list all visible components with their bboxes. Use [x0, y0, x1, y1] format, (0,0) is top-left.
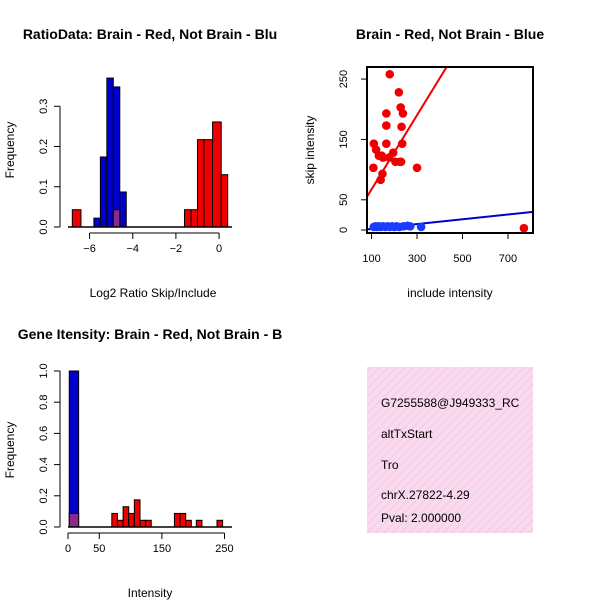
intensity-bar-brain-10 — [195, 519, 203, 528]
ratio-bar-not-brain-0 — [93, 217, 101, 228]
ratio-xlabel: Log2 Ratio Skip/Include — [90, 286, 217, 300]
intensity-x-tick-label: 0 — [65, 543, 71, 555]
ratio-title: RatioData: Brain - Red, Not Brain - Blu — [23, 26, 277, 42]
scatter-point-brain-13 — [378, 153, 388, 162]
scatter-x-tick-label: 300 — [408, 253, 426, 265]
scatter-point-brain-6 — [397, 122, 406, 132]
scatter-point-brain-20 — [369, 163, 378, 173]
intensity-x-tick-label: 150 — [153, 543, 171, 555]
scatter-y-tick-label: 0 — [338, 227, 350, 233]
ratio-x-tick-label: −2 — [170, 243, 183, 255]
intensity-histogram: Gene Itensity: Brain - Red, Not Brain - … — [3, 326, 282, 600]
intensity-xlabel: Intensity — [128, 586, 173, 600]
ratio-bar-not-brain-3 — [112, 86, 121, 228]
scatter-title: Brain - Red, Not Brain - Blue — [356, 26, 544, 42]
intensity-x-tick-label: 50 — [93, 543, 105, 555]
intensity-scatter: Brain - Red, Not Brain - Blue include in… — [303, 26, 544, 300]
scatter-y-tick-label: 50 — [338, 194, 350, 206]
intensity-bar-brain-5 — [139, 519, 147, 528]
scatter-point-brain-15 — [388, 148, 398, 158]
info-location: chrX.27822-4.29 — [381, 488, 470, 502]
scatter-x-tick-label: 100 — [362, 253, 380, 265]
info-event-type: altTxStart — [381, 427, 433, 441]
info-pval: Pval: 2.000000 — [381, 511, 461, 525]
ratio-bar-brain-3 — [190, 209, 198, 228]
scatter-point-brain-8 — [382, 139, 391, 148]
scatter-point-brain-5 — [382, 121, 391, 130]
scatter-point-brain-0 — [385, 69, 395, 79]
intensity-ylabel: Frequency — [3, 422, 17, 479]
scatter-point-brain-1 — [382, 109, 391, 118]
scatter-point-brain-19 — [412, 163, 422, 173]
ratio-bar-brain-0 — [71, 209, 82, 228]
ratio-bar-overlap-0 — [112, 209, 121, 228]
info-tissue: Tro — [381, 458, 399, 472]
ratio-histogram: RatioData: Brain - Red, Not Brain - Blu … — [3, 26, 277, 300]
intensity-bar-brain-9 — [185, 519, 192, 528]
scatter-point-not-brain-16 — [416, 222, 426, 232]
ratio-y-tick-label: 0.2 — [38, 139, 50, 154]
intensity-x-tick-label: 250 — [215, 543, 233, 555]
scatter-ylabel: skip intensity — [303, 116, 317, 185]
intensity-bar-brain-3 — [128, 512, 135, 528]
scatter-y-tick-label: 250 — [338, 70, 350, 88]
scatter-point-not-brain-15 — [405, 222, 415, 231]
ratio-x-tick-label: −4 — [126, 243, 139, 255]
scatter-point-brain-18 — [396, 157, 406, 167]
intensity-bar-overlap-0 — [68, 512, 80, 528]
intensity-y-tick-label: 0.6 — [38, 426, 50, 441]
scatter-xlabel: include intensity — [407, 286, 492, 300]
scatter-point-brain-4 — [398, 109, 408, 118]
ratio-bar-not-brain-4 — [119, 191, 127, 228]
intensity-y-tick-label: 0.8 — [38, 395, 50, 410]
ratio-bar-brain-7 — [220, 174, 229, 228]
info-panel: G7255588@J949333_RC altTxStart Tro chrX.… — [367, 367, 533, 533]
intensity-bar-brain-6 — [145, 519, 152, 528]
ratio-y-tick-label: 0.3 — [38, 99, 50, 114]
intensity-bar-brain-7 — [173, 512, 181, 528]
ratio-y-tick-label: 0.0 — [38, 219, 50, 234]
scatter-x-tick-label: 500 — [453, 253, 471, 265]
ratio-x-tick-label: −6 — [83, 243, 96, 255]
scatter-x-tick-label: 700 — [499, 253, 517, 265]
scatter-y-tick-label: 150 — [338, 130, 350, 148]
intensity-bar-brain-1 — [116, 519, 124, 528]
ratio-bar-not-brain-2 — [106, 77, 114, 228]
info-background — [367, 367, 533, 533]
intensity-y-tick-label: 0.0 — [38, 519, 50, 534]
intensity-y-tick-label: 0.2 — [38, 488, 50, 503]
ratio-bar-brain-2 — [184, 209, 192, 228]
intensity-y-tick-label: 1.0 — [38, 363, 50, 378]
intensity-bar-brain-2 — [122, 506, 130, 528]
intensity-bar-brain-0 — [111, 512, 118, 528]
scatter-point-brain-2 — [394, 88, 404, 97]
ratio-bar-not-brain-1 — [99, 156, 108, 228]
ratio-bar-brain-6 — [212, 121, 222, 228]
ratio-x-tick-label: 0 — [216, 243, 222, 255]
ratio-y-tick-label: 0.1 — [38, 179, 50, 194]
ratio-ylabel: Frequency — [3, 122, 17, 179]
scatter-point-brain-22 — [376, 175, 385, 185]
intensity-bar-brain-4 — [133, 499, 141, 528]
intensity-bar-brain-8 — [179, 512, 187, 528]
scatter-point-brain-7 — [397, 139, 407, 148]
ratio-bar-brain-4 — [196, 139, 205, 228]
intensity-bar-brain-11 — [216, 519, 224, 528]
intensity-title: Gene Itensity: Brain - Red, Not Brain - … — [18, 326, 282, 342]
info-id: G7255588@J949333_RC — [381, 396, 520, 410]
ratio-bar-brain-5 — [203, 139, 214, 228]
intensity-bar-not-brain-0 — [68, 370, 80, 528]
scatter-plot-box — [366, 66, 534, 234]
scatter-point-brain-23 — [519, 223, 529, 233]
intensity-y-tick-label: 0.4 — [38, 457, 50, 472]
